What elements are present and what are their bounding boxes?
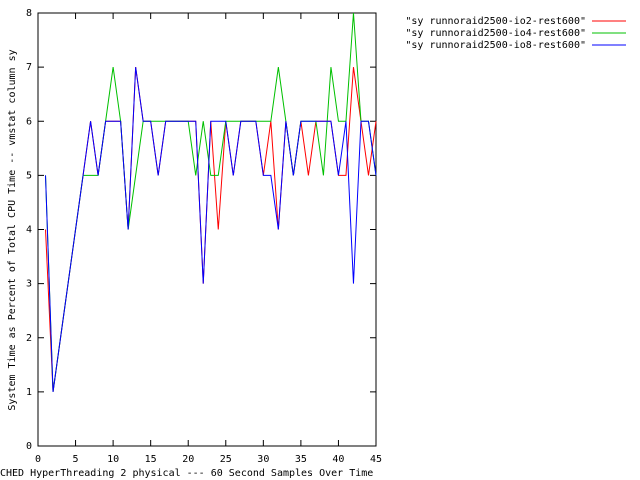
x-tick-label: 0 bbox=[35, 454, 41, 465]
x-tick-label: 15 bbox=[145, 454, 157, 465]
x-tick-label: 10 bbox=[107, 454, 119, 465]
x-axis-label: CHED HyperThreading 2 physical --- 60 Se… bbox=[0, 468, 373, 479]
series-line bbox=[45, 67, 377, 392]
x-tick-label: 45 bbox=[370, 454, 382, 465]
series-line bbox=[45, 12, 377, 392]
x-tick-label: 20 bbox=[182, 454, 194, 465]
x-tick-label: 40 bbox=[332, 454, 344, 465]
y-tick-label: 7 bbox=[26, 62, 32, 73]
y-axis-label: System Time as Percent of Total CPU Time… bbox=[7, 49, 18, 410]
y-tick-label: 3 bbox=[26, 279, 32, 290]
plot-border bbox=[37, 12, 377, 447]
legend-label: "sy runnoraid2500-io4-rest600" bbox=[405, 28, 586, 39]
y-tick-label: 6 bbox=[26, 116, 32, 127]
legend-label: "sy runnoraid2500-io2-rest600" bbox=[405, 16, 586, 27]
series-line bbox=[45, 67, 377, 392]
y-tick-label: 8 bbox=[26, 8, 32, 19]
y-tick-label: 4 bbox=[26, 225, 32, 236]
y-tick-label: 1 bbox=[26, 387, 32, 398]
y-tick-label: 2 bbox=[26, 333, 32, 344]
legend-label: "sy runnoraid2500-io8-rest600" bbox=[405, 40, 586, 51]
y-tick-label: 5 bbox=[26, 170, 32, 181]
x-tick-label: 35 bbox=[295, 454, 307, 465]
x-tick-label: 25 bbox=[220, 454, 232, 465]
x-tick-label: 5 bbox=[73, 454, 79, 465]
x-tick-label: 30 bbox=[257, 454, 269, 465]
y-tick-label: 0 bbox=[26, 441, 32, 452]
